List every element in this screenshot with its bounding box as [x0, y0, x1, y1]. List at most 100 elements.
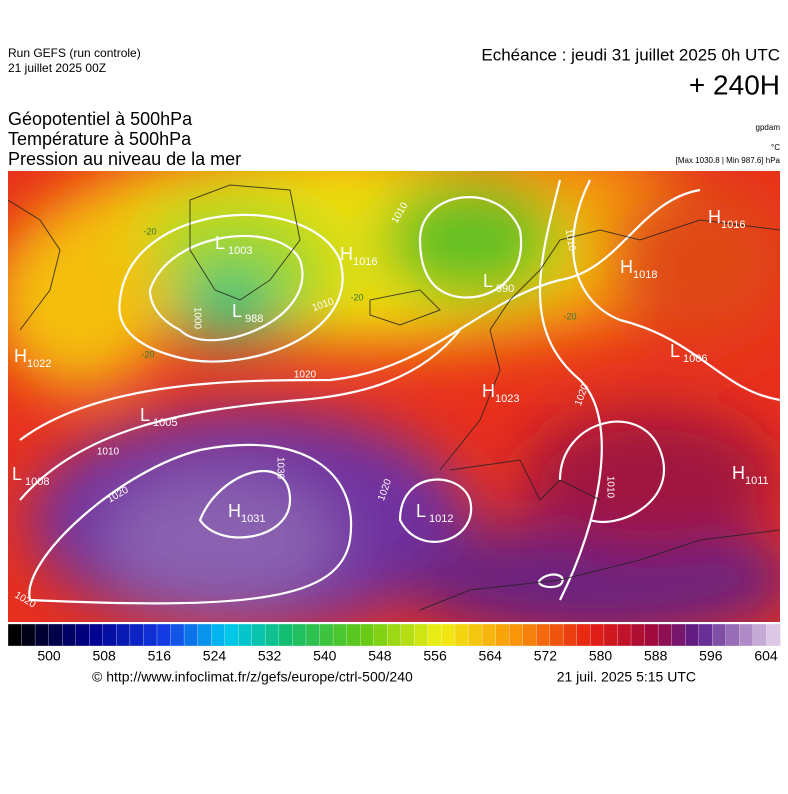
color-swatch — [292, 623, 307, 647]
color-swatch — [21, 623, 36, 647]
center-value: 1012 — [429, 513, 453, 525]
color-swatch — [387, 623, 402, 647]
source-url: © http://www.infoclimat.fr/z/gefs/europe… — [92, 669, 413, 685]
center-kind: H — [708, 207, 721, 227]
color-swatch — [332, 623, 348, 647]
temperature-label: -20 — [143, 226, 156, 236]
colorbar-tick-label: 564 — [479, 648, 503, 664]
color-swatch — [359, 623, 375, 647]
color-swatch — [183, 623, 199, 647]
color-swatch — [373, 623, 388, 647]
colorbar: 500 508 516 524 532 540 548 556 564 572 580 588 596 6… — [7, 623, 781, 664]
color-swatch — [752, 623, 768, 647]
center-kind: H — [228, 501, 241, 521]
color-swatch — [7, 623, 23, 647]
center-value: 1016 — [721, 219, 745, 231]
color-swatch — [319, 623, 334, 647]
color-swatch — [427, 623, 443, 647]
center-value: 1005 — [153, 417, 177, 429]
center-kind: H — [482, 381, 495, 401]
title: Température à 500hPa — [8, 129, 192, 149]
color-swatch — [346, 623, 361, 647]
color-swatch — [75, 623, 90, 647]
center-value: 1006 — [683, 353, 707, 365]
color-swatch — [454, 623, 470, 647]
color-swatch — [495, 623, 510, 647]
isobar-label: 1010 — [604, 476, 615, 499]
colorbar-tick-label: 508 — [92, 648, 116, 664]
color-swatch — [712, 623, 727, 647]
lead-time: + 240H — [689, 69, 780, 100]
center-value: 1008 — [25, 476, 49, 488]
color-swatch — [725, 623, 741, 647]
center-value: 1023 — [495, 393, 519, 405]
color-swatch — [685, 623, 700, 647]
center-value: 1016 — [353, 256, 377, 268]
color-swatch — [508, 623, 524, 647]
title: Géopotentiel à 500hPa — [8, 109, 193, 129]
issued-time: 21 juil. 2025 5:15 UTC — [557, 669, 696, 685]
color-swatch — [400, 623, 415, 647]
colorbar-tick-label: 596 — [699, 648, 723, 664]
isobar-label: 1030 — [274, 457, 285, 480]
color-swatch — [251, 623, 266, 647]
colorbar-tick-label: 532 — [258, 648, 282, 664]
center-value: 1031 — [241, 513, 265, 525]
color-swatch — [116, 623, 131, 647]
isobar-label: 1010 — [563, 228, 578, 252]
color-swatch — [576, 623, 592, 647]
center-value: 988 — [245, 313, 263, 325]
color-swatch — [34, 623, 50, 647]
color-swatch — [211, 623, 226, 647]
color-swatch — [481, 623, 497, 647]
color-swatch — [170, 623, 185, 647]
center-kind: L — [140, 405, 150, 425]
color-swatch — [102, 623, 118, 647]
isobar-label: 1010 — [97, 447, 120, 458]
center-kind: L — [215, 233, 225, 253]
color-swatch — [617, 623, 632, 647]
isobar-label: 1000 — [191, 307, 202, 330]
run: Run GEFS (run controle) — [8, 46, 141, 60]
color-swatch — [238, 623, 253, 647]
center-kind: L — [232, 301, 242, 321]
color-swatch — [305, 623, 321, 647]
temperature-label: -20 — [350, 292, 363, 302]
color-swatch — [630, 623, 646, 647]
color-swatch — [278, 623, 294, 647]
color-swatch — [265, 623, 280, 647]
unit: °C — [771, 143, 780, 152]
center-value: 1011 — [745, 475, 769, 487]
colorbar-tick-label: 588 — [644, 648, 668, 664]
colorbar-tick-label: 604 — [754, 648, 778, 664]
center-kind: L — [483, 271, 493, 291]
center-kind: L — [12, 464, 22, 484]
color-swatch — [698, 623, 713, 647]
center-kind: L — [416, 501, 426, 521]
color-swatch — [549, 623, 564, 647]
temperature-label: -20 — [141, 349, 154, 359]
colorbar-tick-label: 548 — [368, 648, 392, 664]
color-swatch — [657, 623, 673, 647]
color-swatch — [224, 623, 239, 647]
colorbar-tick-label: 524 — [203, 648, 227, 664]
center-kind: L — [670, 341, 680, 361]
colorbar-tick-label: 572 — [534, 648, 558, 664]
unit: gpdam — [756, 123, 781, 132]
center-value: 1018 — [633, 269, 657, 281]
center-value: 990 — [496, 283, 514, 295]
color-swatch — [563, 623, 578, 647]
map — [8, 171, 780, 622]
isobar-label: 1020 — [294, 370, 317, 381]
center-value: 1003 — [228, 245, 252, 257]
color-swatch — [644, 623, 659, 647]
center-kind: H — [14, 346, 27, 366]
center-kind: H — [732, 463, 745, 483]
colorbar-tick-label: 540 — [313, 648, 337, 664]
run-date: 21 juillet 2025 00Z — [8, 61, 106, 75]
color-swatch — [536, 623, 551, 647]
color-swatch — [766, 623, 781, 647]
temperature-label: -20 — [563, 311, 576, 321]
color-swatch — [62, 623, 77, 647]
